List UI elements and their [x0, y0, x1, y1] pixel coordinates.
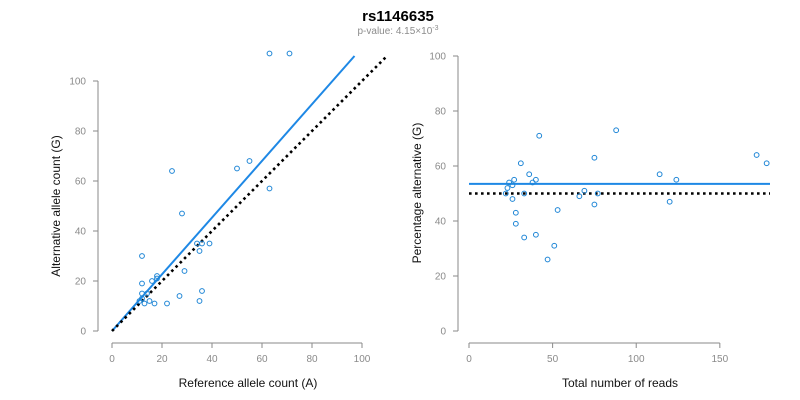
data-point — [246, 158, 253, 164]
figure-subtitle: p-value: 4.15×10-3 — [357, 25, 438, 37]
data-point — [154, 273, 160, 279]
subtitle-prefix: p-value: 4.15×10 — [357, 26, 432, 37]
data-point — [286, 50, 293, 57]
data-point — [763, 160, 770, 167]
data-point — [164, 300, 170, 307]
data-point — [234, 165, 240, 172]
y-tick-label: 60 — [435, 162, 447, 173]
data-point — [149, 278, 155, 284]
data-point — [504, 185, 511, 191]
y-tick-label: 80 — [75, 127, 87, 138]
data-point — [506, 179, 513, 186]
data-point — [591, 154, 598, 161]
data-point — [509, 196, 516, 202]
y-tick-label: 0 — [440, 327, 446, 338]
data-point — [656, 171, 663, 178]
x-tick-label: 0 — [466, 354, 472, 365]
x-tick-label: 100 — [628, 354, 645, 365]
data-point — [169, 168, 175, 174]
data-point — [181, 268, 188, 274]
data-point — [753, 152, 760, 158]
x-tick-label: 60 — [256, 354, 268, 365]
y-tick-label: 100 — [429, 52, 446, 63]
data-point — [536, 132, 543, 139]
y-tick-label: 100 — [69, 77, 86, 88]
x-tick-label: 0 — [109, 354, 115, 365]
data-point — [139, 280, 145, 287]
data-point — [144, 290, 150, 297]
y-tick-label: 40 — [435, 217, 447, 228]
data-point — [136, 298, 143, 304]
data-point — [199, 240, 205, 247]
data-point — [266, 185, 273, 192]
data-point — [532, 231, 539, 238]
data-point — [666, 198, 673, 205]
x-tick-label: 150 — [711, 354, 728, 365]
data-point — [139, 290, 145, 297]
data-point — [206, 240, 213, 247]
y-tick-label: 40 — [75, 227, 87, 238]
data-point — [551, 242, 558, 249]
data-point — [141, 300, 148, 307]
y-axis-label: Alternative allele count (G) — [49, 135, 63, 276]
fit-line — [111, 55, 356, 332]
data-point — [179, 210, 185, 217]
data-point — [594, 190, 601, 197]
data-point — [512, 209, 519, 216]
y-tick-label: 80 — [435, 107, 447, 118]
data-point — [613, 127, 620, 134]
data-point — [576, 193, 583, 200]
x-tick-label: 20 — [156, 354, 168, 365]
x-axis-label: Total number of reads — [562, 376, 678, 390]
data-point — [151, 300, 158, 307]
y-axis-label: Percentage alternative (G) — [410, 123, 424, 264]
x-tick-label: 100 — [354, 354, 371, 365]
expected-ratio-line — [111, 55, 388, 332]
data-point — [521, 234, 528, 241]
data-point — [532, 176, 539, 183]
data-point — [673, 176, 680, 183]
subtitle-exponent: -3 — [432, 25, 438, 32]
y-tick-label: 0 — [80, 327, 86, 338]
x-tick-label: 50 — [547, 354, 559, 365]
data-point — [554, 207, 561, 213]
figure-title: rs1146635 — [362, 8, 434, 25]
data-point — [199, 288, 205, 294]
data-point — [509, 182, 516, 189]
data-point — [196, 298, 203, 304]
data-point — [529, 179, 536, 186]
data-point — [512, 220, 519, 227]
data-point — [196, 248, 203, 254]
data-point — [511, 176, 518, 183]
data-point — [521, 190, 528, 197]
data-point — [502, 190, 509, 197]
data-point — [544, 256, 551, 263]
data-point — [139, 253, 145, 259]
y-tick-label: 20 — [75, 277, 87, 288]
data-point — [146, 298, 153, 304]
x-tick-label: 80 — [306, 354, 318, 365]
data-point — [266, 50, 273, 57]
chart-right: 0 50 100 150 0 20 40 60 80 100 Total number of rea… — [410, 52, 770, 390]
data-point — [526, 171, 533, 178]
data-point — [581, 187, 588, 194]
chart-left: 0 20 40 60 80 100 0 20 40 60 80 100 Reference allele… — [49, 50, 388, 390]
data-point — [591, 201, 598, 208]
y-tick-label: 60 — [75, 177, 87, 188]
x-axis-label: Reference allele count (A) — [179, 376, 318, 390]
x-tick-label: 40 — [206, 354, 218, 365]
data-point — [517, 160, 524, 167]
data-point — [176, 293, 183, 299]
y-tick-label: 20 — [435, 272, 447, 283]
data-point — [154, 275, 160, 282]
